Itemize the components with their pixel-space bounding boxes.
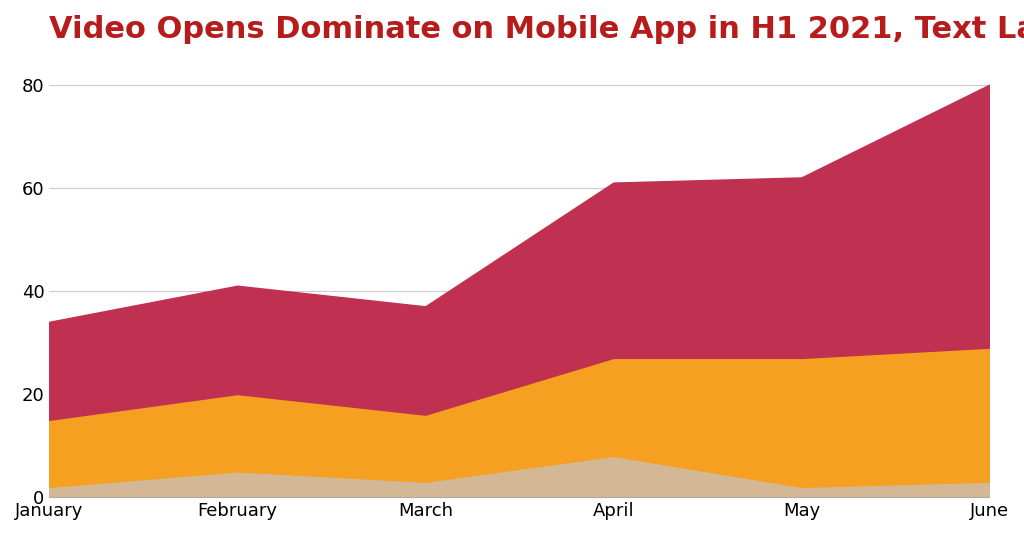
Text: Video Opens Dominate on Mobile App in H1 2021, Text Lags: Video Opens Dominate on Mobile App in H1… bbox=[49, 15, 1024, 44]
